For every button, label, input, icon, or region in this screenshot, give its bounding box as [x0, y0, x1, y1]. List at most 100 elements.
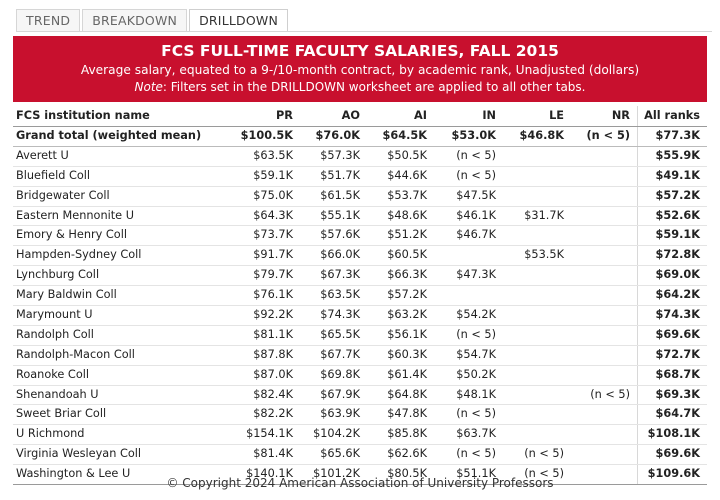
salary-cell-le [503, 187, 571, 206]
grand-total-ao: $76.0K [315, 129, 361, 142]
grand-total-le: $46.8K [519, 129, 565, 142]
salary-cell-pr: $76.1K [253, 288, 293, 302]
institution-name-cell: Sweet Briar Coll [16, 407, 107, 421]
table-row[interactable]: Randolph-Macon Coll $87.8K $67.7K $60.3K $54… [13, 345, 707, 366]
salary-cell-all: $69.3K [637, 385, 707, 405]
col-header-institution[interactable]: FCS institution name [16, 109, 150, 122]
table-row[interactable]: Randolph Coll $81.1K $65.5K $56.1K (n < 5) $6… [13, 325, 707, 346]
salary-cell-all: $59.1K [637, 226, 707, 246]
table-row[interactable]: Washington & Lee U $140.1K $101.2K $80.5K $5… [13, 465, 707, 486]
salary-cell-pr: $73.7K [253, 228, 293, 242]
salary-cell-in: $63.7K [456, 427, 496, 441]
salary-cell-ao: $104.2K [313, 427, 360, 441]
salary-cell-le [503, 226, 571, 245]
salary-cell-ai: $53.7K [387, 188, 427, 202]
table-row[interactable]: U Richmond $154.1K $104.2K $85.8K $63.7K $108… [13, 425, 707, 446]
salary-cell-ai: $85.8K [387, 427, 427, 441]
salary-cell-ao: $67.7K [320, 347, 360, 361]
table-row[interactable]: Sweet Briar Coll $82.2K $63.9K $47.8K (n < 5… [13, 405, 707, 426]
salary-cell-nr [571, 425, 637, 444]
col-header-le[interactable]: LE [549, 109, 564, 122]
salary-cell-all: $69.6K [637, 445, 707, 465]
col-header-ao[interactable]: AO [341, 109, 360, 122]
institution-name-cell: Bluefield Coll [16, 168, 91, 182]
salary-cell-in [434, 246, 503, 265]
salary-cell-pr: $82.2K [253, 407, 293, 421]
salary-cell-nr [571, 207, 637, 226]
page-title: FCS FULL-TIME FACULTY SALARIES, FALL 201… [161, 42, 559, 60]
salary-cell-ao: $69.8K [320, 367, 360, 381]
tab-trend[interactable]: TREND [16, 9, 81, 31]
filter-note: Note: Filters set in the DRILLDOWN works… [13, 79, 707, 96]
salary-cell-pr: $91.7K [253, 248, 293, 262]
salary-cell-nr [571, 246, 637, 265]
grand-total-in: $53.0K [451, 129, 497, 142]
copyright-footer: © Copyright 2024 American Association of… [166, 476, 554, 490]
salary-cell-in: $47.3K [456, 268, 496, 282]
col-header-pr[interactable]: PR [276, 109, 293, 122]
salary-cell-in: (n < 5) [456, 407, 496, 421]
institution-name-cell: U Richmond [16, 427, 85, 441]
table-row[interactable]: Virginia Wesleyan Coll $81.4K $65.6K $62.6K… [13, 445, 707, 466]
table-row[interactable]: Emory & Henry Coll $73.7K $57.6K $51.2K $46.… [13, 226, 707, 247]
salary-cell-all: $69.6K [637, 325, 707, 345]
table-row[interactable]: Marymount U $92.2K $74.3K $63.2K $54.2K $74.3… [13, 306, 707, 326]
salary-cell-ao: $57.3K [320, 148, 360, 162]
table-row[interactable]: Hampden-Sydney Coll $91.7K $66.0K $60.5K $53… [13, 246, 707, 267]
salary-cell-in: $46.7K [456, 228, 496, 242]
salary-cell-pr: $75.0K [253, 188, 293, 202]
salary-cell-pr: $92.2K [253, 308, 293, 322]
institution-name-cell: Hampden-Sydney Coll [16, 248, 142, 262]
salary-cell-le [503, 167, 571, 186]
note-text: : Filters set in the DRILLDOWN worksheet… [162, 80, 586, 94]
salary-cell-nr [571, 167, 637, 186]
col-header-all-ranks[interactable]: All ranks [637, 106, 707, 126]
salary-cell-ao: $101.2K [313, 467, 360, 481]
salary-cell-all: $72.7K [637, 345, 707, 365]
salary-cell-pr: $59.1K [253, 168, 293, 182]
table-row[interactable]: Eastern Mennonite U $64.3K $55.1K $48.6K $46… [13, 206, 707, 227]
table-row[interactable]: Roanoke Coll $87.0K $69.8K $61.4K $50.2K $68.… [13, 365, 707, 386]
salary-cell-pr: $81.1K [253, 327, 293, 341]
salary-cell-in: $54.7K [456, 347, 496, 361]
salary-cell-all: $52.6K [637, 206, 707, 226]
salary-cell-in: (n < 5) [456, 168, 496, 182]
table-row[interactable]: Shenandoah U $82.4K $67.9K $64.8K $48.1K (n <… [13, 385, 707, 406]
salary-cell-in: $46.1K [456, 208, 496, 222]
salary-cell-nr [571, 286, 637, 305]
salary-cell-nr [571, 226, 637, 245]
salary-cell-pr: $79.7K [253, 268, 293, 282]
table-row[interactable]: Averett U $63.5K $57.3K $50.5K (n < 5) $55.9K [13, 146, 707, 167]
salary-cell-ai: $63.2K [387, 308, 427, 322]
salary-cell-in [434, 286, 503, 305]
tab-drilldown[interactable]: DRILLDOWN [189, 9, 288, 32]
table-row[interactable]: Bluefield Coll $59.1K $51.7K $44.6K (n < 5) $… [13, 166, 707, 187]
col-header-in[interactable]: IN [482, 109, 496, 122]
tab-breakdown[interactable]: BREAKDOWN [82, 9, 188, 31]
table-row[interactable]: Lynchburg Coll $79.7K $67.3K $66.3K $47.3K $6… [13, 266, 707, 287]
salary-cell-ao: $63.9K [320, 407, 360, 421]
institution-name-cell: Bridgewater Coll [16, 188, 110, 202]
salary-cell-in: $48.1K [456, 387, 496, 401]
salary-cell-nr [571, 306, 637, 325]
col-header-nr[interactable]: NR [611, 109, 630, 122]
salary-cell-all: $64.2K [637, 286, 707, 306]
salary-cell-le [503, 386, 571, 405]
institution-name-cell: Averett U [16, 148, 69, 162]
salary-cell-pr: $87.0K [253, 367, 293, 381]
salary-cell-le [503, 306, 571, 325]
col-header-ai[interactable]: AI [414, 109, 427, 122]
salary-cell-ai: $64.8K [387, 387, 427, 401]
salary-cell-pr: $87.8K [253, 347, 293, 361]
salary-cell-ao: $66.0K [320, 248, 360, 262]
salary-cell-nr [571, 326, 637, 345]
salary-cell-le [503, 405, 571, 424]
salary-cell-pr: $81.4K [253, 447, 293, 461]
institution-name-cell: Lynchburg Coll [16, 268, 100, 282]
table-row[interactable]: Bridgewater Coll $75.0K $61.5K $53.7K $47.5K… [13, 186, 707, 207]
salary-cell-le: (n < 5) [524, 447, 564, 461]
salary-cell-ai: $60.5K [387, 248, 427, 262]
salary-cell-in: (n < 5) [456, 447, 496, 461]
table-row[interactable]: Mary Baldwin Coll $76.1K $63.5K $57.2K $64.2… [13, 286, 707, 307]
salary-cell-ao: $67.9K [320, 387, 360, 401]
